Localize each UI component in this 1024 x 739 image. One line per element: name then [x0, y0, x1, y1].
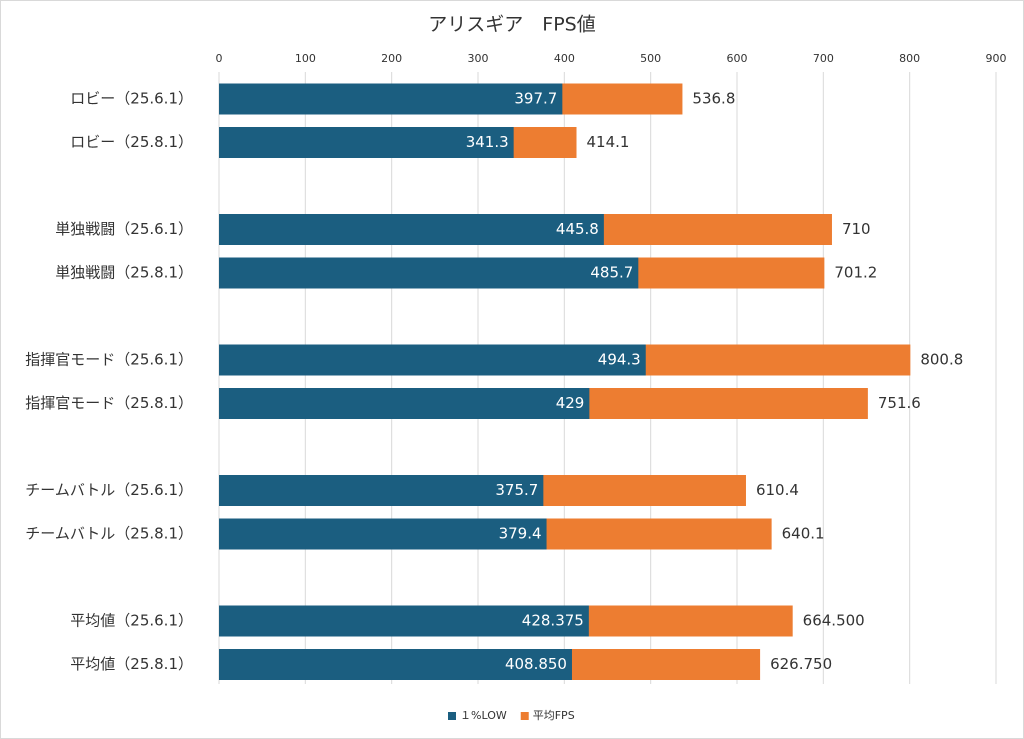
bar — [219, 214, 604, 245]
y-tick-label: 指揮官モード（25.8.1） — [25, 394, 193, 412]
bar — [219, 83, 563, 115]
y-tick-label: 単独戦闘（25.6.1） — [55, 220, 193, 238]
data-label: 536.8 — [692, 90, 735, 108]
y-tick-label: チームバトル（25.6.1） — [25, 481, 193, 499]
data-label: 485.7 — [590, 264, 633, 282]
bar — [219, 475, 544, 506]
x-tick-label: 900 — [986, 52, 1007, 65]
data-label: 664.500 — [803, 612, 865, 630]
data-label: 800.8 — [920, 351, 963, 369]
legend-label: １%LOW — [460, 709, 507, 722]
y-tick-label: 平均値（25.8.1） — [70, 655, 193, 673]
data-label: 445.8 — [556, 220, 599, 238]
chart-title: アリスギア FPS値 — [428, 14, 595, 36]
bar — [219, 649, 572, 680]
data-label: 429 — [556, 394, 585, 412]
legend-swatch — [448, 712, 456, 720]
y-tick-label: チームバトル（25.8.1） — [25, 525, 193, 543]
data-label: 701.2 — [834, 264, 877, 282]
bar — [219, 344, 646, 376]
x-tick-label: 600 — [727, 52, 748, 65]
x-tick-label: 300 — [468, 52, 489, 65]
data-label: 751.6 — [878, 394, 921, 412]
data-label: 408.850 — [505, 655, 567, 673]
bar — [219, 518, 547, 550]
data-label: 414.1 — [587, 133, 630, 151]
x-tick-label: 500 — [640, 52, 661, 65]
x-tick-label: 100 — [295, 52, 316, 65]
bar — [219, 257, 639, 289]
data-label: 375.7 — [495, 481, 538, 499]
x-tick-label: 700 — [813, 52, 834, 65]
x-tick-label: 0 — [216, 52, 223, 65]
bar — [219, 605, 589, 637]
legend-swatch — [520, 712, 529, 720]
data-label: 397.7 — [514, 90, 557, 108]
data-label: 379.4 — [499, 525, 542, 543]
data-label: 428.375 — [522, 612, 584, 630]
data-label: 494.3 — [598, 351, 641, 369]
bar — [219, 388, 590, 419]
x-tick-label: 400 — [554, 52, 575, 65]
data-label: 710 — [842, 220, 871, 238]
data-label: 610.4 — [756, 481, 799, 499]
data-label: 640.1 — [782, 525, 825, 543]
y-tick-label: 平均値（25.6.1） — [70, 612, 193, 630]
data-label: 626.750 — [770, 655, 832, 673]
x-tick-label: 800 — [899, 52, 920, 65]
y-tick-label: ロビー（25.8.1） — [70, 133, 193, 151]
y-tick-label: 指揮官モード（25.6.1） — [25, 351, 193, 369]
data-label: 341.3 — [466, 133, 509, 151]
y-tick-label: ロビー（25.6.1） — [70, 90, 193, 108]
y-tick-label: 単独戦闘（25.8.1） — [55, 264, 193, 282]
legend-label: 平均FPS — [533, 709, 575, 722]
bar — [219, 127, 514, 158]
x-tick-label: 200 — [381, 52, 402, 65]
